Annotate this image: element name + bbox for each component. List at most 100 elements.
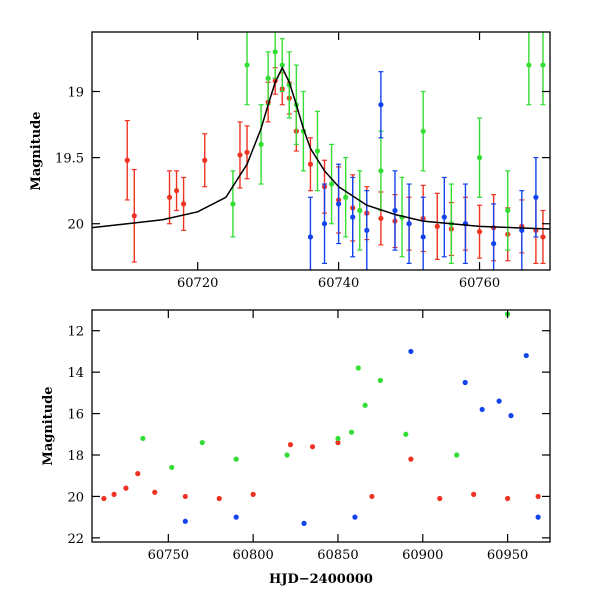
data-point (526, 62, 532, 68)
data-point (181, 201, 187, 207)
bottom-y-axis-title: Magnitude (41, 386, 56, 465)
data-point (519, 227, 525, 233)
data-point (173, 188, 180, 194)
data-point (504, 495, 511, 502)
x-tick-label: 60950 (487, 548, 528, 563)
data-point (355, 365, 361, 371)
data-point (471, 491, 477, 497)
data-point (377, 377, 383, 384)
data-point (420, 234, 426, 240)
bottom-panel-data (101, 311, 541, 526)
data-point (352, 514, 358, 520)
data-point (348, 429, 355, 435)
data-point (479, 406, 485, 413)
data-point (321, 221, 328, 227)
top-series-red (124, 67, 546, 264)
data-point (284, 452, 290, 458)
data-point (328, 181, 335, 187)
x-tick-label: 60740 (318, 276, 359, 291)
data-point (230, 201, 236, 207)
data-point (124, 157, 130, 163)
data-point (202, 157, 208, 163)
data-point (244, 149, 250, 155)
data-point (378, 215, 384, 222)
data-point (250, 491, 256, 497)
bottom-x-axis-title: HJD−2400000 (269, 572, 373, 587)
data-point (335, 439, 341, 446)
data-point (362, 402, 368, 408)
data-point (135, 471, 141, 477)
model-fit-curve (92, 65, 550, 230)
bottom-panel-ticks: 60750 60800 60850 60900 60950 12 14 16 18 20 22 (67, 310, 550, 563)
data-point (533, 194, 539, 200)
bottom-series-red (101, 439, 541, 502)
data-point (237, 152, 243, 158)
data-point (258, 141, 264, 147)
y-tick-label: 12 (67, 325, 84, 340)
y-tick-label: 14 (67, 366, 84, 381)
x-tick-label: 60720 (177, 276, 218, 291)
data-point (369, 493, 375, 500)
y-tick-label: 19 (67, 86, 84, 101)
y-tick-label: 20 (67, 218, 84, 233)
data-point (505, 207, 511, 214)
data-point (454, 452, 460, 458)
top-series-green (230, 32, 546, 264)
data-point (476, 155, 483, 161)
y-tick-label: 16 (67, 408, 84, 423)
data-point (437, 495, 443, 502)
data-point (182, 518, 188, 524)
data-point (343, 194, 349, 200)
bottom-panel: 60750 60800 60850 60900 60950 12 14 16 18 20 22 Ma… (41, 309, 551, 587)
data-point (314, 148, 321, 154)
data-point (301, 520, 307, 526)
data-point (152, 489, 158, 495)
data-point (392, 207, 398, 214)
top-panel: 60720 60740 60760 19 19.5 20 Magnitude (29, 31, 551, 291)
data-point (166, 194, 173, 200)
data-point (420, 128, 426, 134)
top-panel-ticks: 60720 60740 60760 19 19.5 20 (55, 32, 550, 291)
x-tick-label: 60850 (317, 548, 358, 563)
data-point (123, 485, 129, 491)
y-tick-label: 18 (67, 449, 84, 464)
top-panel-data (92, 32, 550, 270)
top-plot-area (92, 32, 550, 270)
top-series-blue (307, 71, 539, 270)
top-panel-frame (91, 31, 551, 271)
data-point (287, 442, 294, 448)
data-point (476, 229, 483, 235)
data-point (535, 493, 541, 500)
x-tick-label: 60760 (459, 276, 500, 291)
data-point (408, 456, 414, 462)
x-tick-label: 60900 (402, 548, 443, 563)
data-point (169, 464, 175, 471)
data-point (336, 201, 342, 207)
data-point (272, 49, 278, 55)
data-point (540, 62, 546, 68)
data-point (535, 514, 541, 520)
data-point (265, 75, 271, 81)
data-point (357, 207, 363, 214)
data-point (496, 398, 502, 404)
data-point (508, 413, 514, 419)
y-tick-label: 22 (67, 532, 84, 547)
top-y-axis-title: Magnitude (29, 111, 44, 190)
data-point (216, 495, 222, 502)
x-tick-label: 60800 (232, 548, 273, 563)
data-point (111, 491, 117, 497)
x-tick-label: 60750 (148, 548, 189, 563)
data-point (378, 102, 384, 108)
bottom-plot-area (101, 311, 541, 526)
data-point (307, 161, 314, 167)
bottom-panel-frame (91, 309, 551, 543)
y-tick-label: 20 (67, 490, 84, 505)
data-point (378, 168, 384, 174)
data-point (131, 213, 137, 219)
data-point (335, 435, 341, 442)
data-point (140, 435, 146, 442)
data-point (434, 223, 440, 229)
data-point (233, 514, 239, 520)
data-point (364, 227, 370, 233)
